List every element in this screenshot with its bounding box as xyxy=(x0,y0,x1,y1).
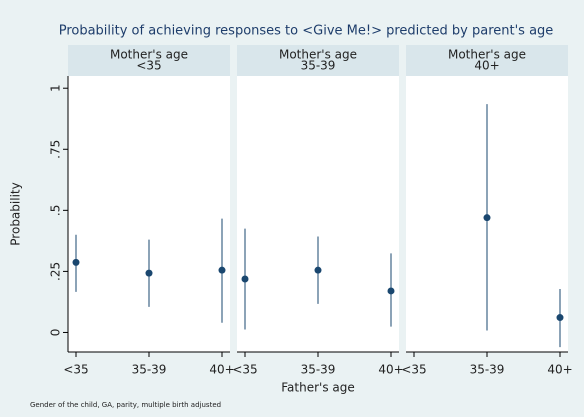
panel-header xyxy=(68,45,230,76)
panel-title: Mother's age xyxy=(448,48,526,62)
panel-title: Mother's age xyxy=(279,48,357,62)
x-tick-label: 35-39 xyxy=(132,363,167,377)
x-tick-label: 40+ xyxy=(547,363,572,377)
y-tick-label: .5 xyxy=(49,205,63,216)
panel-title: <35 xyxy=(136,59,161,73)
chart-title: Probability of achieving responses to <G… xyxy=(59,24,554,39)
point xyxy=(145,269,153,277)
plot-area xyxy=(68,76,230,352)
panel-title: 40+ xyxy=(474,59,499,73)
y-tick-label: .25 xyxy=(49,262,63,281)
point xyxy=(483,214,491,222)
point xyxy=(314,266,322,274)
y-axis-label: Probability xyxy=(9,182,23,245)
point xyxy=(72,258,80,266)
point xyxy=(218,266,226,274)
y-tick-label: .75 xyxy=(49,140,63,159)
plot-area xyxy=(237,76,399,352)
point xyxy=(556,314,564,322)
panel-title: 35-39 xyxy=(301,59,336,73)
point xyxy=(387,287,395,295)
x-tick-label: <35 xyxy=(63,363,88,377)
x-tick-label: 40+ xyxy=(378,363,403,377)
y-tick-label: 0 xyxy=(49,329,63,337)
panel-header xyxy=(237,45,399,76)
x-tick-label: 35-39 xyxy=(301,363,336,377)
x-tick-label: <35 xyxy=(401,363,426,377)
x-tick-label: 40+ xyxy=(209,363,234,377)
point xyxy=(241,275,249,283)
panel-title: Mother's age xyxy=(110,48,188,62)
panel-header xyxy=(406,45,568,76)
x-tick-label: 35-39 xyxy=(470,363,505,377)
y-tick-label: 1 xyxy=(49,84,63,92)
x-tick-label: <35 xyxy=(232,363,257,377)
note: Gender of the child, GA, parity, multipl… xyxy=(30,401,221,409)
x-axis-label: Father's age xyxy=(281,381,355,395)
